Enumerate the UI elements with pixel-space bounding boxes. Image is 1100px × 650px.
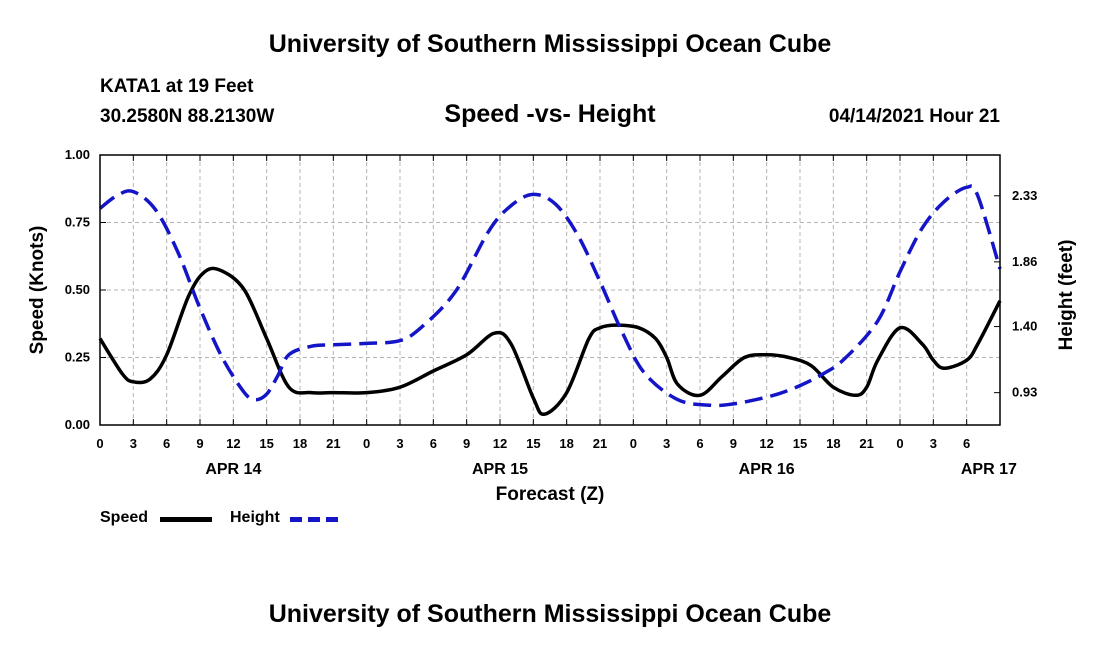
x-tick-label: 0: [630, 436, 637, 451]
x-tick-label: 18: [559, 436, 573, 451]
footer-title: University of Southern Mississippi Ocean…: [268, 600, 832, 628]
x-tick-label: 9: [730, 436, 737, 451]
station-coordinates: 30.2580N 88.2130W: [100, 106, 275, 127]
x-tick-label: 9: [196, 436, 203, 451]
x-tick-label: 21: [859, 436, 873, 451]
height-series-line: [98, 184, 1002, 408]
x-tick-label: 15: [259, 436, 273, 451]
x-tick-label: 0: [896, 436, 903, 451]
forecast-datetime: 04/14/2021 Hour 21: [828, 106, 1000, 127]
x-tick-label: 6: [163, 436, 170, 451]
y2-axis-title: Height (feet): [1056, 240, 1077, 351]
x-tick-label: 0: [96, 436, 103, 451]
x-date-label: APR 14: [205, 461, 261, 478]
x-tick-label: 3: [130, 436, 137, 451]
x-tick-label: 18: [293, 436, 307, 451]
y-tick-label: 0.25: [65, 350, 90, 365]
x-tick-label: 18: [826, 436, 840, 451]
y2-tick-label: 2.33: [1012, 188, 1037, 203]
x-tick-label: 9: [463, 436, 470, 451]
y2-tick-label: 0.93: [1012, 385, 1037, 400]
x-tick-label: 21: [326, 436, 340, 451]
x-tick-label: 21: [593, 436, 607, 451]
x-date-label: APR 17: [961, 461, 1017, 478]
x-tick-label: 0: [363, 436, 370, 451]
y2-tick-label: 1.86: [1012, 254, 1037, 269]
x-date-label: APR 15: [472, 461, 528, 478]
x-tick-label: 3: [663, 436, 670, 451]
station-label: KATA1 at 19 Feet: [100, 76, 254, 97]
x-tick-label: 12: [759, 436, 773, 451]
x-tick-label: 6: [430, 436, 437, 451]
x-tick-label: 15: [793, 436, 807, 451]
chart-title: Speed -vs- Height: [444, 100, 656, 128]
legend-speed-line: [160, 517, 212, 522]
y-tick-label: 1.00: [65, 147, 90, 162]
x-tick-label: 3: [930, 436, 937, 451]
x-tick-label: 6: [696, 436, 703, 451]
x-tick-label: 15: [526, 436, 540, 451]
y-tick-label: 0.75: [65, 215, 90, 230]
x-axis-title: Forecast (Z): [496, 484, 605, 505]
legend-speed-label: Speed: [100, 509, 149, 526]
legend-height-label: Height: [230, 509, 280, 526]
x-tick-label: 6: [963, 436, 970, 451]
speed-series-line: [98, 266, 1002, 416]
x-tick-label: 3: [396, 436, 403, 451]
x-tick-label: 12: [493, 436, 507, 451]
y-tick-label: 0.50: [65, 282, 90, 297]
y2-tick-label: 1.40: [1012, 319, 1037, 334]
y-tick-label: 0.00: [65, 417, 90, 432]
x-date-label: APR 16: [739, 461, 795, 478]
x-tick-label: 12: [226, 436, 240, 451]
legend-height-line: [290, 517, 342, 522]
y-axis-title: Speed (Knots): [27, 226, 48, 355]
header-title: University of Southern Mississippi Ocean…: [268, 30, 832, 58]
